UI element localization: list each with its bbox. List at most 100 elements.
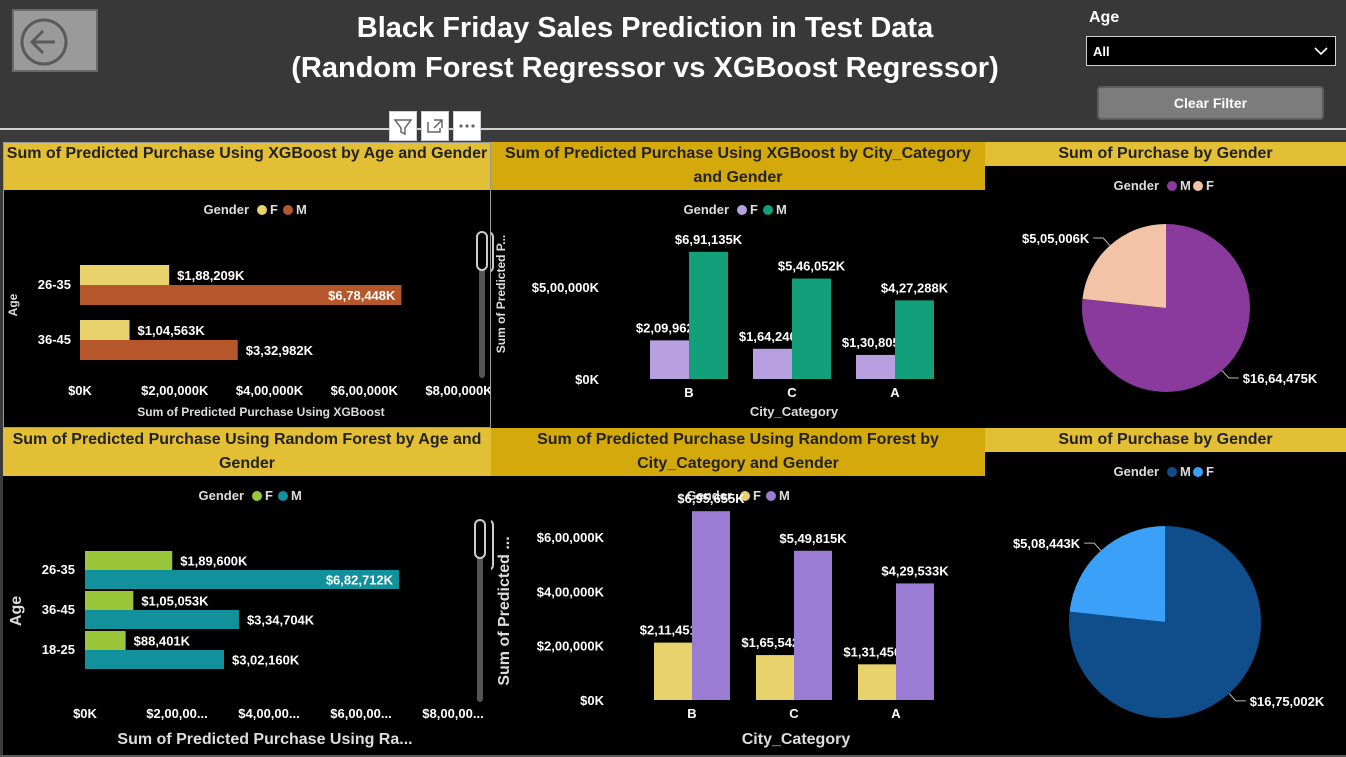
bar-m-A [896, 583, 934, 700]
y-tick-label: $0K [580, 693, 604, 708]
y-axis-title: Sum of Predicted ... [496, 536, 513, 685]
chart-pie-rf: Gender M F $16,75,002K $5,08,443K [1013, 464, 1325, 718]
bar-m-36-45 [80, 340, 238, 360]
data-label: $1,89,600K [180, 554, 248, 569]
legend-title: Gender [686, 488, 732, 503]
clear-filter-button[interactable]: Clear Filter [1097, 86, 1324, 120]
chart-pie-xgb: Gender M F $16,64,475K $5,05,006K [1022, 178, 1318, 392]
age-filter-value: All [1093, 44, 1110, 59]
y-axis-title: Sum of Predicted P... [494, 235, 508, 353]
x-tick-label: $0K [73, 706, 97, 721]
data-label: $3,34,704K [247, 613, 315, 628]
data-label: $6,95,655K [677, 491, 745, 506]
data-label: $6,82,712K [326, 573, 394, 588]
legend-marker-m [283, 205, 293, 215]
x-tick-label: $4,00,00... [238, 706, 299, 721]
pie-slice-f [1069, 526, 1165, 622]
bar-f-A [856, 354, 895, 379]
legend-entry-f: F [750, 202, 758, 217]
panel-rf-age: Sum of Predicted Purchase Using Random F… [3, 428, 491, 755]
chart-xgb-city: Gender F M $0K $5,00,000K $2,09,962K $6,91,135… [491, 202, 949, 419]
data-label: $2,09,962K [636, 320, 704, 335]
bar-m-C [794, 550, 832, 700]
legend-title: Gender [203, 202, 249, 217]
panel-xgb-age: Sum of Predicted Purchase Using XGBoost … [3, 142, 491, 428]
legend-marker-m [278, 491, 288, 501]
y-tick-label: 26-35 [42, 562, 75, 577]
data-label: $88,401K [134, 634, 191, 649]
panel-pie-xgb: Sum of Purchase by Gender Gender M F $16,64… [985, 142, 1346, 428]
legend-entry-m: M [1180, 178, 1191, 193]
legend-title: Gender [1113, 178, 1159, 193]
data-label: $5,49,815K [779, 531, 847, 546]
x-axis-title: City_Category [750, 404, 839, 419]
data-label: $16,75,002K [1250, 694, 1325, 709]
focus-mode-icon [427, 119, 443, 133]
x-tick-label: C [787, 385, 797, 400]
data-label: $4,27,288K [881, 280, 949, 295]
leader-line [1221, 370, 1239, 379]
bar-m-26-35 [85, 570, 400, 589]
x-tick-label: $8,00,000K [425, 383, 491, 398]
data-label: $3,02,160K [232, 653, 300, 668]
focus-mode-button[interactable] [421, 111, 449, 141]
panel-title: Sum of Predicted Purchase Using Random F… [491, 428, 985, 476]
leader-line [1093, 237, 1111, 246]
legend-marker-m [1167, 467, 1177, 477]
data-label: $1,65,542K [741, 635, 809, 650]
legend-title: Gender [1113, 464, 1159, 479]
bar-f-36-45 [80, 320, 130, 340]
legend-entry-f: F [1206, 464, 1214, 479]
x-axis-title: Sum of Predicted Purchase Using XGBoost [137, 405, 384, 419]
scrollbar-thumb [491, 231, 494, 273]
legend-entry-f: F [753, 488, 761, 503]
legend-entry-f: F [265, 488, 273, 503]
bar-f-26-35 [80, 265, 170, 285]
leader-line [1084, 542, 1102, 551]
report-header: Black Friday Sales Prediction in Test Da… [0, 0, 1346, 130]
panel-title: Sum of Predicted Purchase Using Random F… [3, 428, 491, 476]
x-tick-label: $6,00,000K [331, 383, 399, 398]
data-label: $5,08,443K [1013, 536, 1081, 551]
y-tick-label: $6,00,000K [537, 530, 605, 545]
legend-marker-m [766, 491, 776, 501]
x-tick-label: C [789, 706, 799, 721]
data-label: $1,30,805K [842, 335, 910, 350]
legend-entry-m: M [296, 202, 307, 217]
legend-marker-f [257, 205, 267, 215]
panel-title: Sum of Purchase by Gender [985, 142, 1346, 166]
bar-f-C [756, 655, 794, 700]
scrollbar-track [477, 520, 483, 702]
chevron-down-icon [1314, 47, 1328, 56]
scrollbar-thumb [476, 231, 488, 271]
data-label: $6,78,448K [328, 288, 396, 303]
y-tick-label: 18-25 [42, 642, 75, 657]
bottom-divider [0, 755, 1346, 757]
legend-entry-f: F [1206, 178, 1214, 193]
data-label: $16,64,475K [1243, 371, 1318, 386]
age-filter-dropdown[interactable]: All [1086, 36, 1336, 66]
bar-f-36-45 [85, 591, 134, 610]
legend-marker-f [252, 491, 262, 501]
y-tick-label: 26-35 [38, 277, 71, 292]
bar-f-26-35 [85, 551, 173, 570]
x-tick-label: B [684, 385, 693, 400]
back-button[interactable] [12, 9, 98, 72]
more-options-button[interactable] [453, 111, 481, 141]
chart-xgb-age: Gender F M 26-35 $1,88,209K $6,78,448K 36-45 $1… [6, 202, 491, 419]
filter-button[interactable] [389, 111, 417, 141]
legend-marker-f [740, 491, 750, 501]
bar-m-B [689, 251, 728, 379]
data-label: $5,05,006K [1022, 231, 1090, 246]
y-tick-label: 36-45 [38, 332, 71, 347]
leader-line [1228, 693, 1246, 702]
x-tick-label: $8,00,00... [422, 706, 483, 721]
y-axis-title: Age [6, 293, 20, 316]
page-title: Black Friday Sales Prediction in Test Da… [230, 8, 1060, 88]
bar-f-C [753, 348, 792, 379]
legend-marker-f [1193, 181, 1203, 191]
legend-marker-m [1167, 181, 1177, 191]
visual-header-toolbar [389, 111, 481, 141]
panel-title: Sum of Predicted Purchase Using XGBoost … [491, 142, 985, 190]
legend-entry-f: F [270, 202, 278, 217]
